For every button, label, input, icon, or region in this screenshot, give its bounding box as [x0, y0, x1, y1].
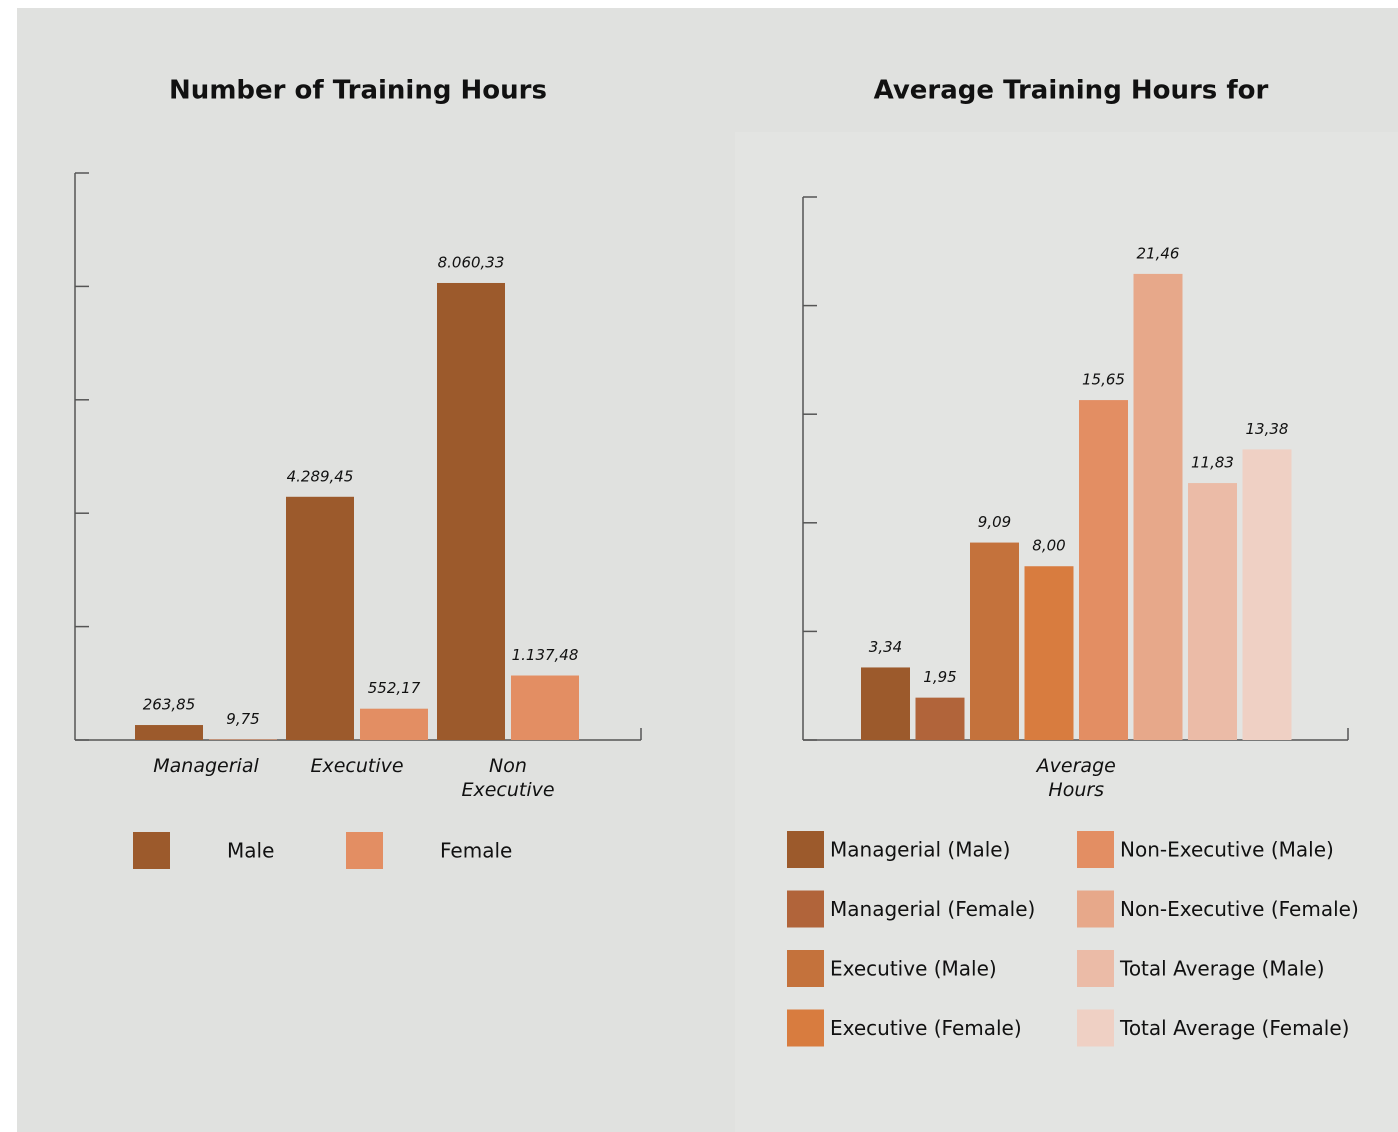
legend-swatch	[1077, 831, 1114, 868]
legend-label: Total Average (Female)	[1119, 1016, 1349, 1040]
value-label: 1.137,48	[512, 646, 579, 664]
value-label: 9,75	[226, 710, 259, 728]
bar	[511, 675, 579, 740]
bar	[970, 542, 1019, 740]
value-label: 3,34	[869, 638, 902, 656]
legend-swatch	[1077, 1009, 1114, 1047]
legend-label: Total Average (Male)	[1119, 957, 1325, 981]
value-label: 21,46	[1137, 244, 1180, 262]
bar	[286, 496, 354, 740]
bar	[915, 697, 965, 740]
legend-label: Executive (Male)	[830, 957, 997, 981]
x-tick-label: Non Executive	[461, 755, 555, 801]
value-label: 8,00	[1032, 537, 1065, 555]
bar	[437, 282, 505, 740]
legend-label: Male	[227, 839, 274, 863]
value-label: 4.289,45	[287, 467, 354, 485]
bar	[360, 708, 428, 740]
bar	[135, 725, 203, 740]
value-label: 263,85	[143, 696, 196, 714]
bar	[1133, 273, 1183, 740]
value-label: 8.060,33	[438, 253, 505, 271]
chart-title: Number of Training Hours	[169, 76, 547, 106]
legend-swatch	[1077, 890, 1114, 928]
bar	[1242, 449, 1292, 740]
bar	[209, 739, 277, 740]
legend-swatch	[1077, 950, 1114, 987]
legend-swatch	[787, 1009, 824, 1047]
legend-swatch	[346, 832, 383, 869]
legend-label: Managerial (Male)	[830, 838, 1010, 862]
legend-label: Non-Executive (Female)	[1120, 897, 1359, 921]
value-label: 552,17	[368, 679, 421, 697]
bar	[1188, 483, 1237, 740]
chart-title: Average Training Hours for	[874, 76, 1269, 106]
bar	[1079, 400, 1128, 740]
legend-swatch	[787, 831, 824, 868]
legend-label: Executive (Female)	[830, 1016, 1022, 1040]
x-tick-label: Executive	[310, 755, 404, 777]
value-label: 13,38	[1246, 420, 1289, 438]
legend-label: Managerial (Female)	[830, 897, 1035, 921]
bar	[1024, 566, 1074, 740]
value-label: 11,83	[1191, 454, 1234, 472]
legend-label: Female	[440, 839, 512, 863]
legend-swatch	[787, 890, 824, 928]
legend-swatch	[133, 832, 170, 869]
x-tick-label: Managerial	[153, 755, 259, 777]
value-label: 15,65	[1082, 371, 1125, 389]
bar	[861, 667, 910, 740]
legend-label: Non-Executive (Male)	[1120, 838, 1334, 862]
value-label: 9,09	[978, 513, 1011, 531]
legend-swatch	[787, 950, 824, 987]
value-label: 1,95	[923, 668, 956, 686]
x-tick-label: Average Hours	[1036, 755, 1116, 801]
